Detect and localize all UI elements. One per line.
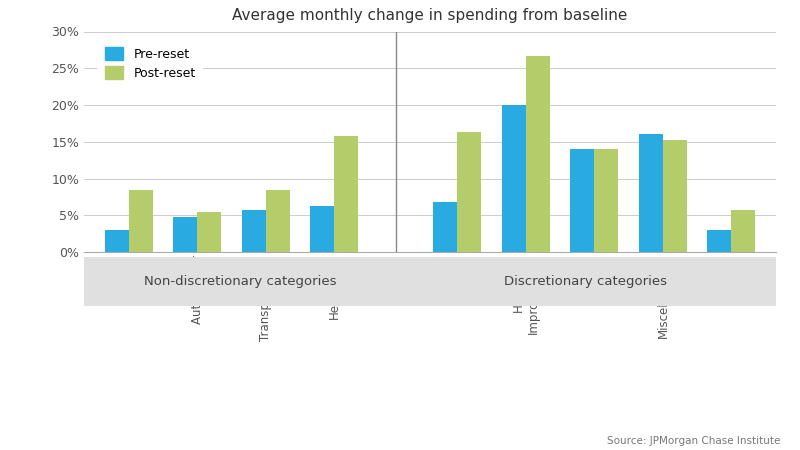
Text: Source: JPMorgan Chase Institute: Source: JPMorgan Chase Institute	[606, 436, 780, 446]
Bar	[594, 149, 618, 252]
Bar	[502, 105, 526, 252]
Bar	[458, 132, 482, 252]
Bar	[242, 210, 266, 252]
Bar	[310, 206, 334, 252]
Bar	[570, 149, 594, 252]
Bar	[129, 189, 153, 252]
Bar	[434, 202, 458, 252]
Bar	[334, 136, 358, 252]
Bar	[707, 230, 731, 252]
Bar	[663, 140, 687, 252]
Bar	[197, 212, 221, 252]
Title: Average monthly change in spending from baseline: Average monthly change in spending from …	[232, 9, 628, 23]
Bar	[266, 189, 290, 252]
Bar	[731, 210, 755, 252]
Legend: Pre-reset, Post-reset: Pre-reset, Post-reset	[97, 40, 203, 87]
Bar	[526, 56, 550, 252]
Bar	[173, 217, 197, 252]
Bar	[105, 230, 129, 252]
Bar	[639, 135, 663, 252]
Text: Non-discretionary categories: Non-discretionary categories	[144, 275, 336, 288]
Text: Discretionary categories: Discretionary categories	[504, 275, 667, 288]
